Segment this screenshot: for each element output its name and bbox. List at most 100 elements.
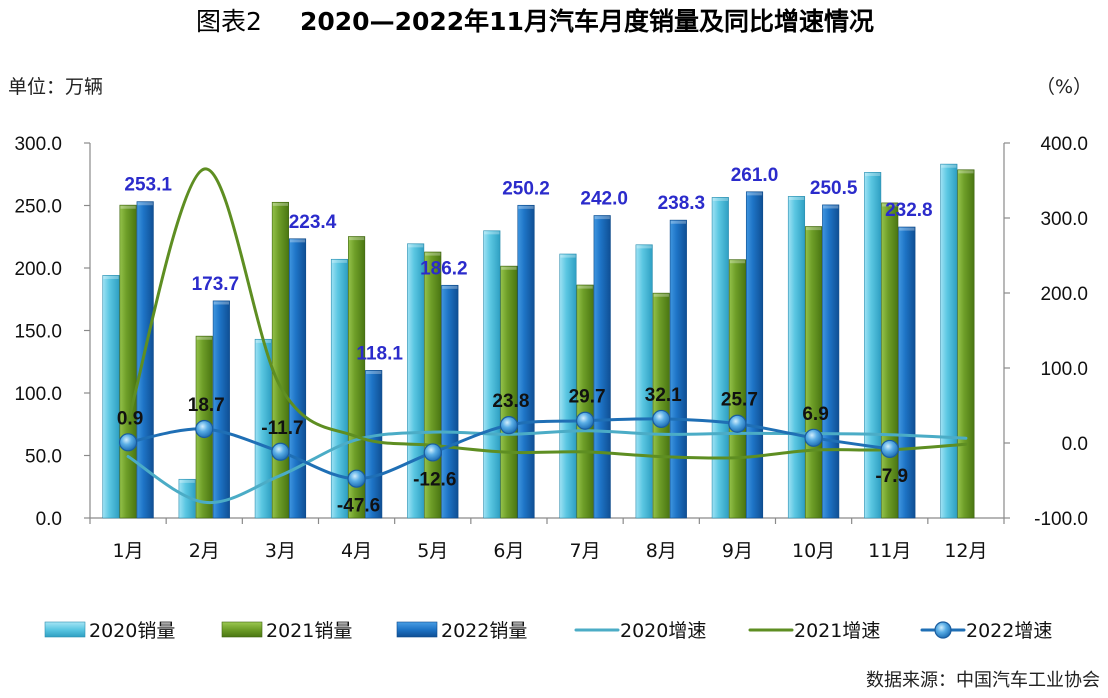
data-label-growth-2022-6: 23.8 xyxy=(492,391,529,412)
data-label-growth-2022-2: 18.7 xyxy=(188,395,225,416)
bar-top-highlight xyxy=(670,220,686,224)
left-axis-tick-label: 200.0 xyxy=(14,259,62,280)
line-growth-2021 xyxy=(126,167,968,460)
bar-top-highlight xyxy=(788,196,805,200)
bar-top-highlight xyxy=(899,227,915,231)
bar-sales-2020-6 xyxy=(483,230,501,519)
bar-sales-2021-7 xyxy=(576,284,594,519)
bar-sales-2020-12 xyxy=(940,163,958,519)
bar-top-highlight xyxy=(712,197,728,201)
bar-top-highlight xyxy=(120,205,136,209)
bar-top-highlight xyxy=(865,172,881,176)
data-label-growth-2022-7: 29.7 xyxy=(569,387,606,408)
bar-sales-2021-6 xyxy=(500,265,518,519)
bar-top-highlight xyxy=(331,259,348,263)
left-axis-unit-label: 单位：万辆 xyxy=(8,76,103,98)
legend-label-sales-2020: 2020销量 xyxy=(89,620,175,642)
figure-label: 图表2 xyxy=(196,7,262,36)
bar-sales-2020-8 xyxy=(635,244,653,519)
bar-sales-2021-9 xyxy=(728,259,746,519)
data-label-growth-2022-1: 0.9 xyxy=(117,408,143,429)
data-label-sales-2022-9: 261.0 xyxy=(731,165,779,186)
legend-swatch-sales-2022 xyxy=(396,621,438,638)
x-axis-category-label: 6月 xyxy=(493,540,524,562)
legend: 2020销量 2021销量 2022销量 2020增速 2021增速 2022增速 xyxy=(44,620,1052,642)
bar-top-highlight xyxy=(501,266,517,270)
marker-growth-2022-6 xyxy=(499,416,519,435)
bar-sales-2020-10 xyxy=(787,196,806,519)
legend-marker-growth-2022 xyxy=(934,621,952,639)
x-axis-category-label: 7月 xyxy=(570,540,601,562)
marker-growth-2022-5 xyxy=(423,443,442,462)
bar-top-highlight xyxy=(137,202,153,206)
legend-item-sales-2021: 2021销量 xyxy=(221,620,352,642)
bar-top-highlight xyxy=(408,244,424,248)
bar-top-highlight xyxy=(213,301,229,305)
bar-top-highlight xyxy=(348,237,365,241)
x-axis-category-label: 11月 xyxy=(868,540,911,562)
bar-top-highlight xyxy=(179,479,195,483)
left-axis-tick-label: 0.0 xyxy=(36,509,62,530)
left-axis-tick-label: 300.0 xyxy=(14,134,62,155)
left-axis-tick-label: 50.0 xyxy=(25,447,62,468)
bar-sales-2022-2 xyxy=(212,300,230,519)
x-axis-category-label: 4月 xyxy=(341,540,372,562)
bar-top-highlight xyxy=(882,203,898,207)
x-axis-category-label: 10月 xyxy=(792,540,835,562)
left-axis-tick-label: 100.0 xyxy=(14,384,62,405)
bar-sales-2020-4 xyxy=(330,258,349,519)
data-label-growth-2022-10: 6.9 xyxy=(802,404,828,425)
bar-top-highlight xyxy=(484,231,500,235)
source-note: 数据来源：中国汽车工业协会 xyxy=(866,670,1100,691)
bar-sales-2022-9 xyxy=(745,191,764,519)
bar-sales-2020-1 xyxy=(102,275,120,519)
bar-top-highlight xyxy=(560,254,576,258)
bar-sales-2021-4 xyxy=(348,236,366,519)
right-axis-tick-label: 300.0 xyxy=(1040,209,1088,230)
bar-sales-2021-11 xyxy=(881,202,899,519)
data-label-growth-2022-11: -7.9 xyxy=(875,466,908,487)
data-label-sales-2022-10: 250.5 xyxy=(810,178,858,199)
right-axis-tick-label: -100.0 xyxy=(1034,509,1088,530)
marker-growth-2022-1 xyxy=(118,433,138,452)
bar-sales-2021-12 xyxy=(957,169,975,519)
left-axis-tick-label: 150.0 xyxy=(14,322,62,343)
marker-growth-2022-7 xyxy=(575,411,595,430)
bar-top-highlight xyxy=(823,205,839,209)
x-axis-category-label: 3月 xyxy=(265,540,296,562)
bar-top-highlight xyxy=(958,170,974,174)
legend-label-sales-2021: 2021销量 xyxy=(266,620,352,642)
marker-growth-2022-10 xyxy=(804,428,823,447)
data-label-growth-2022-4: -47.6 xyxy=(337,496,380,517)
bar-sales-2021-10 xyxy=(805,226,823,519)
marker-growth-2022-9 xyxy=(728,414,747,433)
bar-top-highlight xyxy=(196,336,212,340)
sales-bars xyxy=(102,163,975,519)
data-label-sales-2022-7: 242.0 xyxy=(580,189,628,210)
legend-swatch-sales-2021 xyxy=(221,621,263,638)
bar-sales-2022-6 xyxy=(517,204,535,519)
bar-sales-2021-3 xyxy=(271,201,289,519)
bar-top-highlight xyxy=(746,192,763,196)
x-axis-category-label: 8月 xyxy=(646,540,677,562)
bar-sales-2021-8 xyxy=(652,292,670,519)
legend-label-growth-2022: 2022增速 xyxy=(966,620,1052,642)
data-label-sales-2022-8: 238.3 xyxy=(658,193,706,214)
bar-sales-2022-3 xyxy=(288,238,307,519)
marker-growth-2022-2 xyxy=(195,419,214,439)
bar-top-highlight xyxy=(729,260,746,264)
bar-sales-2022-8 xyxy=(669,219,687,519)
bar-sales-2020-9 xyxy=(711,197,729,519)
bar-sales-2022-4 xyxy=(365,370,383,519)
legend-item-sales-2020: 2020销量 xyxy=(44,620,175,642)
legend-label-sales-2022: 2022销量 xyxy=(441,620,527,642)
bar-top-highlight xyxy=(941,164,957,168)
right-axis-tick-label: 100.0 xyxy=(1040,359,1088,380)
right-axis-tick-label: 400.0 xyxy=(1040,134,1088,155)
legend-swatch-sales-2020 xyxy=(44,621,86,638)
legend-label-growth-2020: 2020增速 xyxy=(620,620,706,642)
data-label-sales-2022-6: 250.2 xyxy=(502,178,550,199)
bar-sales-2020-5 xyxy=(407,243,425,519)
left-axis-tick-label: 250.0 xyxy=(14,197,62,218)
legend-item-sales-2022: 2022销量 xyxy=(396,620,527,642)
